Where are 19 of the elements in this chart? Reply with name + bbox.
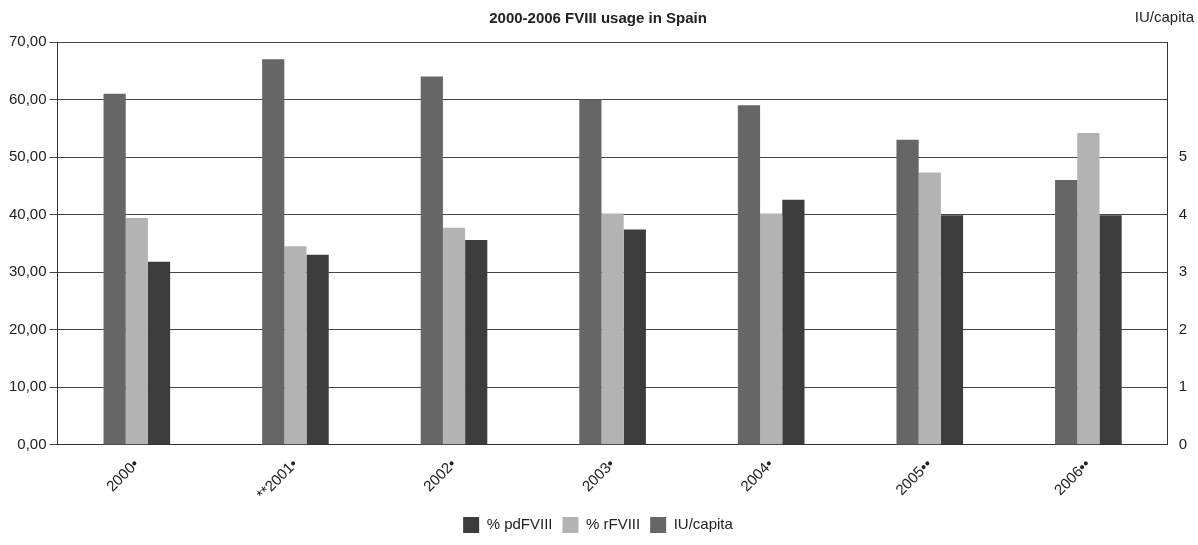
- y2-tick-label: 1: [1178, 377, 1187, 395]
- y-tick-label: 60,00: [8, 89, 47, 107]
- y2-tick-label: 5: [1178, 147, 1187, 165]
- legend-label: IU/capita: [673, 515, 734, 533]
- y-tick-label: 30,00: [8, 262, 47, 280]
- y2-tick-label: 2: [1178, 319, 1187, 337]
- y2-axis-title: IU/capita: [1134, 8, 1195, 25]
- legend-label: % pdFVIII: [486, 515, 553, 533]
- legend-label: % rFVIII: [586, 515, 641, 533]
- chart-title: 2000-2006 FVIII usage in Spain: [489, 9, 707, 27]
- y-tick-label: 20,00: [8, 319, 47, 337]
- y-tick-label: 0,00: [17, 434, 47, 452]
- y2-tick-label: 4: [1178, 204, 1187, 222]
- y-tick-label: 40,00: [8, 204, 47, 222]
- y2-tick-label: 3: [1178, 262, 1187, 280]
- y-tick-label: 10,00: [8, 377, 47, 395]
- y-tick-label: 70,00: [8, 32, 47, 50]
- y2-tick-label: 0: [1178, 434, 1187, 452]
- y-tick-label: 50,00: [8, 147, 47, 165]
